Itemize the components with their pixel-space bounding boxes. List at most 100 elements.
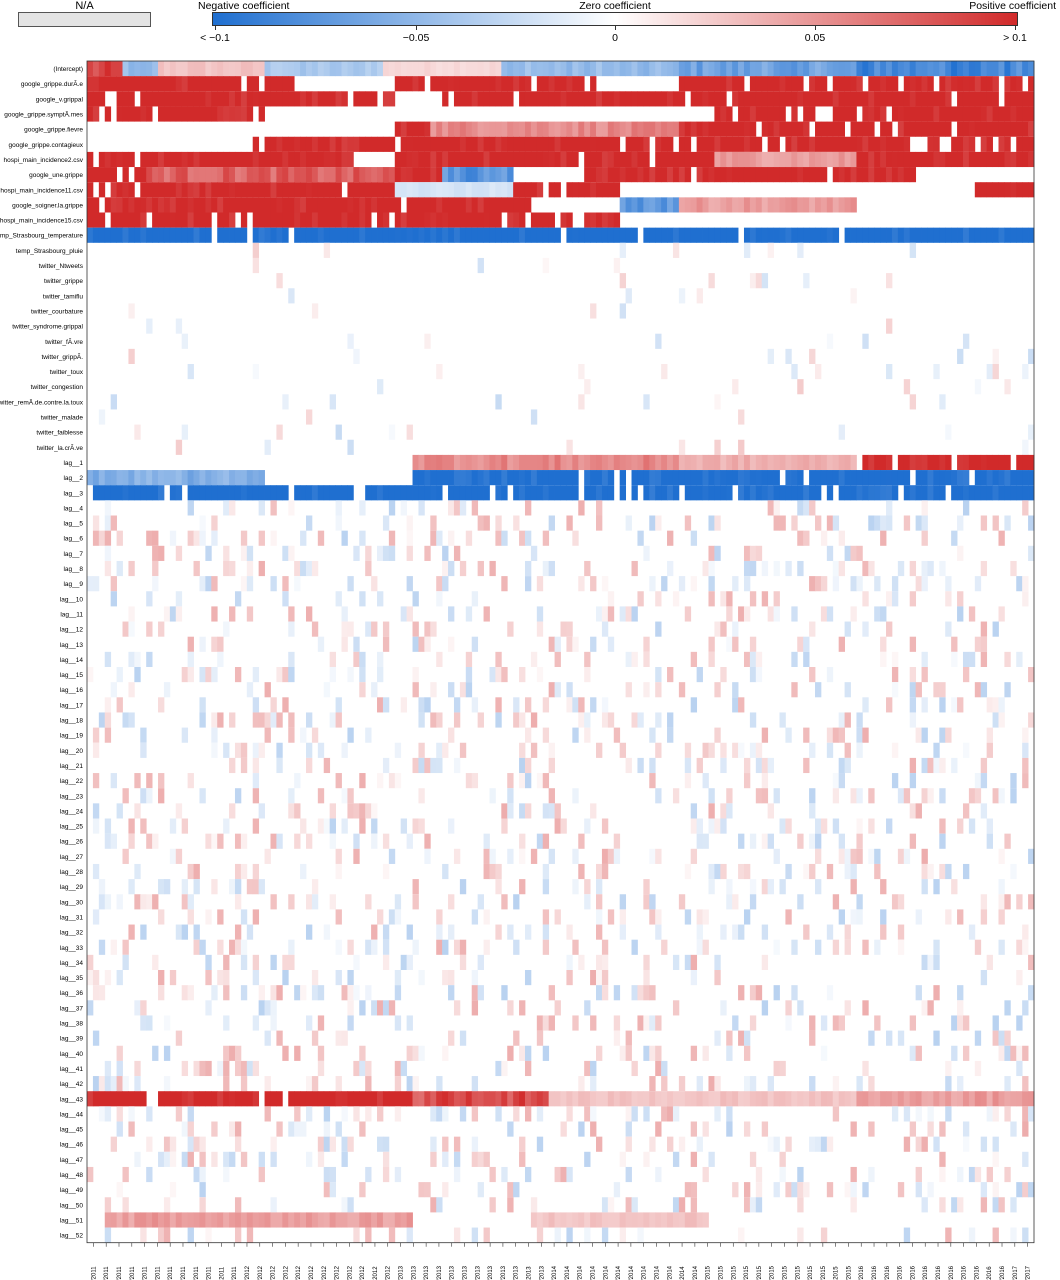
heatmap-cell (477, 182, 484, 198)
heatmap-cell (382, 182, 390, 198)
heatmap-cell (122, 1197, 129, 1213)
heatmap-cell (749, 485, 757, 501)
row-label: lag__34 (60, 960, 84, 967)
heatmap-cell (205, 833, 212, 849)
heatmap-cell (732, 576, 739, 592)
heatmap-cell (400, 76, 408, 92)
row-label: lag__24 (60, 808, 84, 815)
heatmap-cell (418, 182, 425, 198)
heatmap-cell (288, 803, 295, 819)
heatmap-cell (317, 91, 325, 107)
heatmap-cell (158, 61, 165, 77)
heatmap-cell (649, 91, 656, 107)
heatmap-cell (749, 1151, 757, 1167)
heatmap-cell (483, 454, 490, 471)
heatmap-cell (856, 727, 863, 743)
heatmap-cell (270, 1091, 277, 1107)
heatmap-cell (412, 485, 419, 501)
row-label: lag__48 (60, 1172, 84, 1179)
heatmap-cell (678, 1136, 686, 1152)
heatmap-cell (140, 182, 147, 198)
heatmap-cell (951, 485, 958, 501)
heatmap-cell (536, 91, 544, 107)
heatmap-cell (998, 136, 1005, 152)
heatmap-cell (1028, 151, 1035, 168)
heatmap-cell (217, 1212, 224, 1228)
heatmap-cell (779, 1166, 786, 1183)
heatmap-cell (335, 212, 342, 228)
heatmap-cell (359, 1121, 366, 1137)
heatmap-cell (347, 1091, 354, 1107)
heatmap-cell (305, 1151, 313, 1167)
heatmap-cell (631, 1197, 638, 1213)
heatmap-cell (329, 212, 336, 228)
heatmap-cell (353, 1091, 360, 1107)
heatmap-cell (187, 651, 194, 667)
heatmap-cell (501, 182, 508, 198)
heatmap-cell (394, 1106, 402, 1122)
heatmap-cell (560, 818, 567, 834)
heatmap-cell (655, 515, 662, 531)
heatmap-cell (134, 424, 141, 440)
heatmap-cell (234, 1045, 242, 1061)
row-label: lag__43 (60, 1096, 84, 1103)
heatmap-cell (92, 1030, 100, 1046)
heatmap-cell (661, 576, 668, 592)
heatmap-cell (791, 1091, 798, 1107)
heatmap-cell (939, 227, 946, 243)
heatmap-cell (1028, 227, 1035, 243)
heatmap-cell (844, 151, 851, 168)
heatmap-cell (732, 1015, 739, 1031)
heatmap-cell (323, 1106, 331, 1122)
heatmap-cell (246, 1060, 254, 1077)
heatmap-cell (761, 924, 769, 940)
heatmap-cell (832, 151, 840, 168)
heatmap-cell (897, 227, 905, 243)
heatmap-cell (377, 545, 384, 561)
heatmap-cell (294, 985, 301, 1001)
heatmap-cell (678, 894, 686, 910)
heatmap-cell (436, 454, 443, 471)
heatmap-cell (714, 954, 721, 970)
colorbar-tick-label: 0 (612, 32, 618, 44)
heatmap-cell (424, 621, 431, 637)
heatmap-cell (365, 1212, 372, 1228)
heatmap-cell (809, 151, 816, 168)
heatmap-cell (1016, 227, 1023, 243)
heatmap-cell (601, 697, 609, 713)
heatmap-cell (489, 151, 496, 168)
heatmap-cell (353, 91, 360, 107)
heatmap-cell (359, 651, 366, 667)
heatmap-cell (317, 1091, 325, 1107)
heatmap-cell (536, 606, 544, 622)
heatmap-cell (684, 197, 692, 213)
heatmap-cell (820, 91, 828, 107)
heatmap-cell (554, 470, 561, 486)
heatmap-cell (400, 212, 408, 228)
heatmap-cell (607, 1212, 615, 1228)
heatmap-cell (590, 167, 597, 183)
heatmap-cell (797, 121, 804, 137)
heatmap-cell (661, 121, 668, 137)
heatmap-cell (181, 197, 189, 213)
heatmap-cell (276, 712, 283, 728)
heatmap-cell (714, 91, 721, 107)
heatmap-cell (519, 470, 526, 486)
heatmap-cell (738, 742, 745, 758)
row-label: twitter_grippe (44, 278, 83, 285)
heatmap-cell (442, 167, 449, 183)
heatmap-cell (205, 61, 212, 77)
heatmap-cell (495, 61, 502, 77)
heatmap-cell (696, 1091, 703, 1107)
heatmap-cell (211, 742, 218, 758)
heatmap-cell (252, 76, 260, 92)
row-label: lag__11 (60, 611, 83, 618)
heatmap-cell (649, 985, 656, 1001)
heatmap-cell (158, 197, 165, 213)
heatmap-cell (92, 212, 100, 228)
heatmap-cell (223, 485, 230, 501)
heatmap-cell (217, 485, 224, 501)
heatmap-cell (980, 621, 988, 637)
heatmap-cell (613, 257, 621, 274)
heatmap-cell (394, 61, 402, 77)
